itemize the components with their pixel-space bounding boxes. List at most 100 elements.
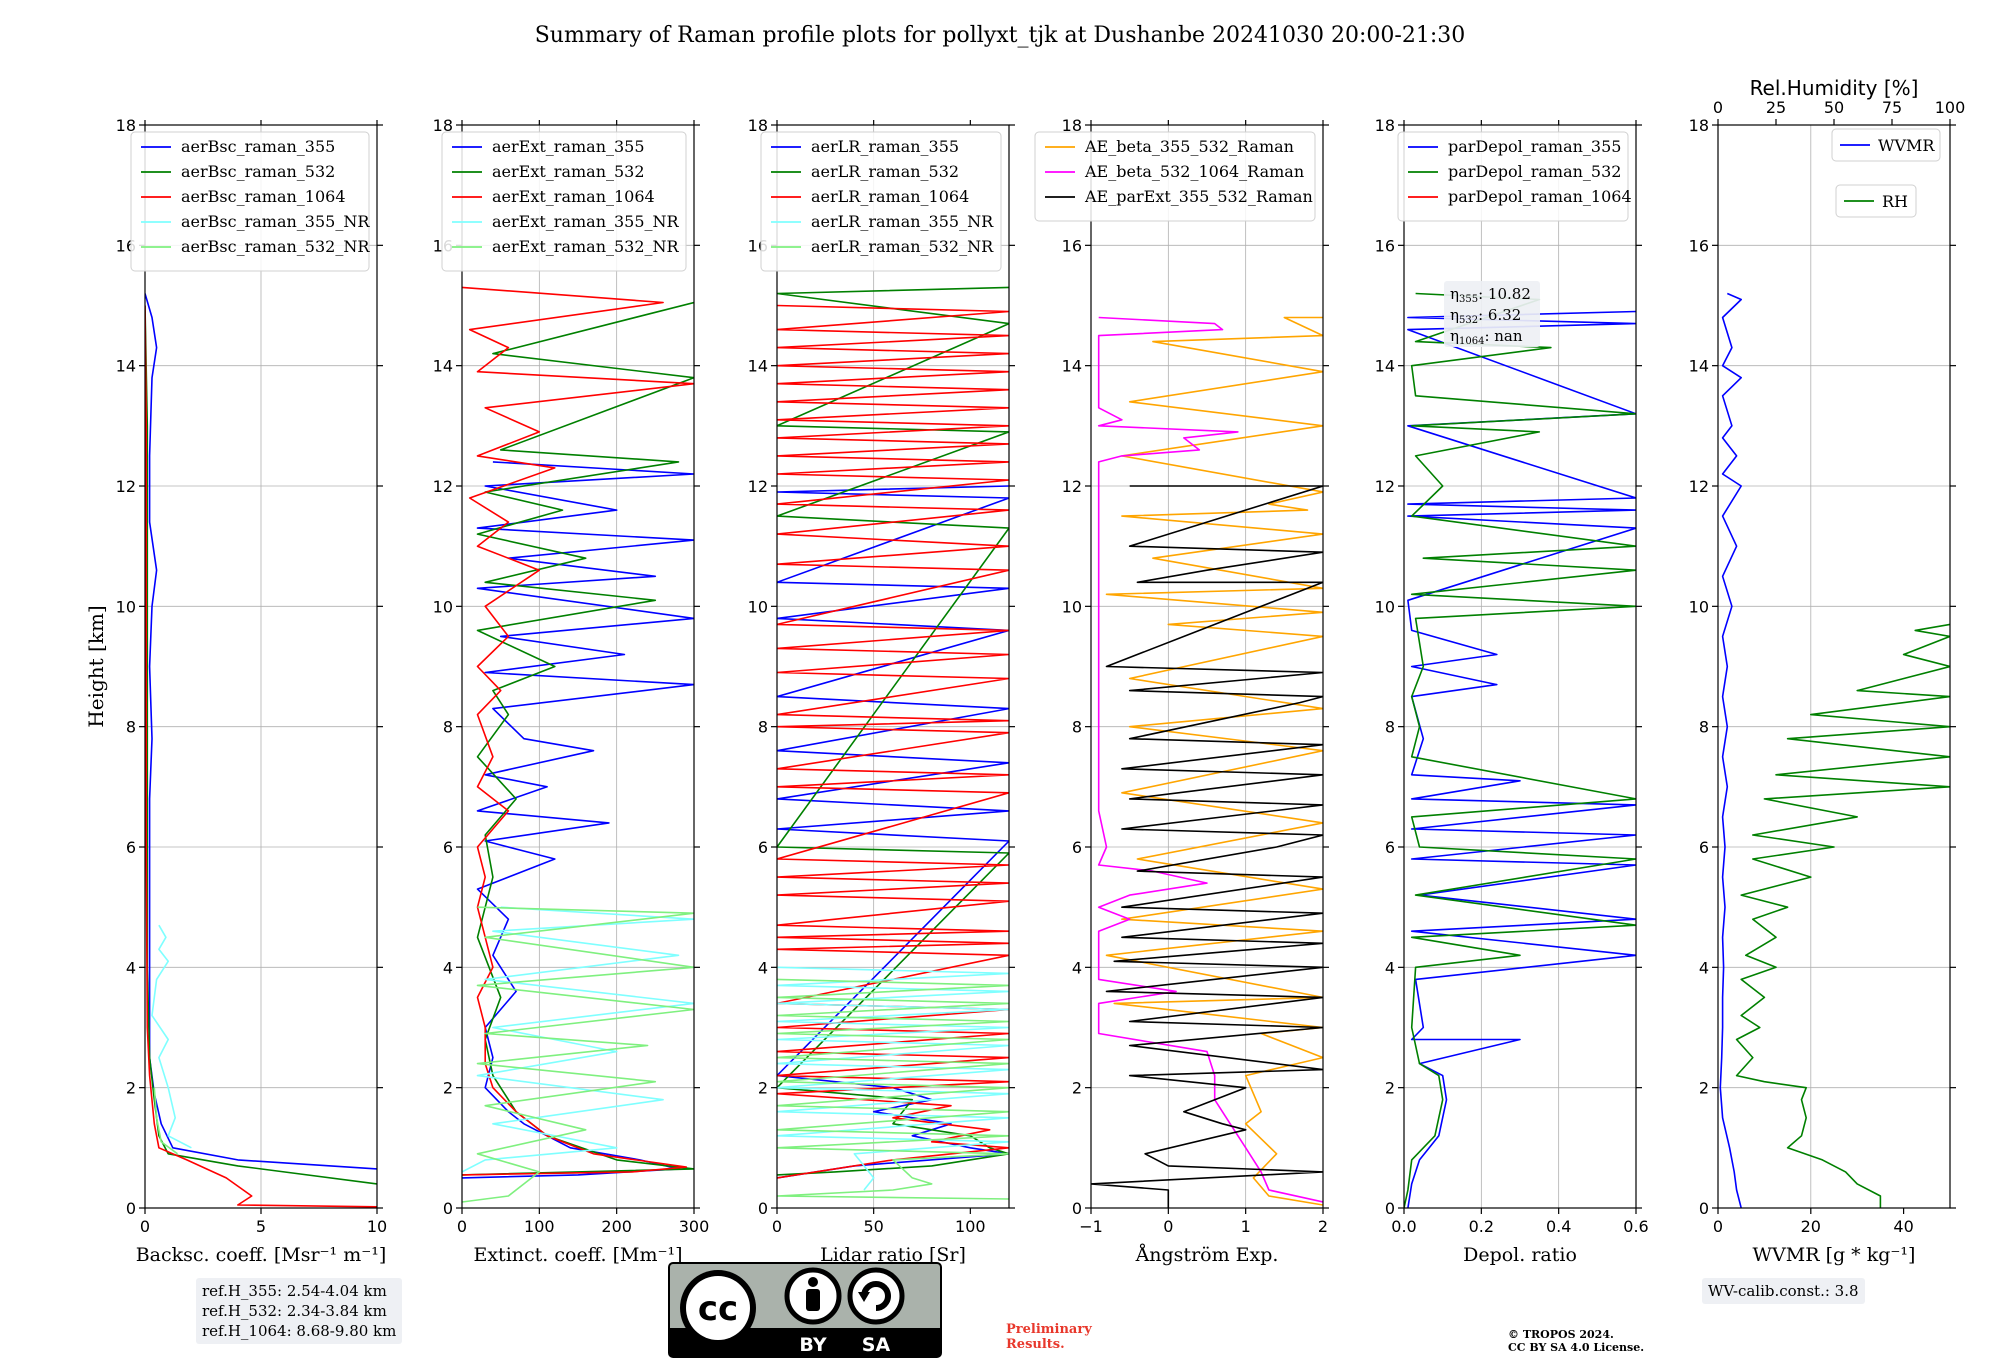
y-tick-label: 14 (116, 357, 136, 376)
cc-text: cc (698, 1289, 738, 1329)
legend-entry: aerExt_raman_355 (492, 137, 645, 156)
legend-entry: aerLR_raman_532_NR (811, 237, 994, 256)
y-tick-label: 2 (758, 1079, 768, 1098)
x-tick-label: 0 (457, 1217, 467, 1236)
y-tick-label: 10 (433, 597, 453, 616)
legend-entry: aerExt_raman_532 (492, 162, 645, 181)
legend-entry: aerBsc_raman_1064 (181, 187, 346, 206)
cc-icon (686, 1276, 750, 1340)
x2-tick-label: 25 (1766, 98, 1786, 117)
axes-frame (1403, 124, 1637, 1209)
legend-box (760, 131, 1002, 272)
legend-entry: aerBsc_raman_532_NR (181, 237, 370, 256)
y-tick-label: 16 (1689, 236, 1709, 255)
eta-355: η355: 10.82 (1450, 285, 1531, 305)
ref-height-1064: ref.H_1064: 8.68-9.80 km (202, 1322, 397, 1340)
y-tick-label: 12 (116, 477, 136, 496)
legend-box (1835, 184, 1917, 218)
legend-entry: AE_beta_355_532_Raman (1084, 137, 1294, 156)
series-line-aerLR_raman_355 (777, 485, 1009, 1179)
legend-WVMR: WVMR (1831, 128, 1941, 162)
axes-frame (461, 124, 695, 1209)
series-line-parDepol_raman_355 (1407, 310, 1636, 1208)
legend-entry: aerBsc_raman_355_NR (181, 212, 370, 231)
y-tick-label: 2 (1699, 1079, 1709, 1098)
legend-box (1034, 131, 1316, 222)
legend-entry: aerLR_raman_355_NR (811, 212, 994, 231)
series-line-aerExt_raman_355_NR (462, 906, 694, 1173)
series-line-aerBsc_raman_532_NR (153, 1087, 178, 1155)
y-tick-label: 6 (443, 838, 453, 857)
legend-entry: parDepol_raman_355 (1448, 137, 1621, 156)
x-tick-label: 2 (1318, 1217, 1328, 1236)
series-group (1719, 292, 1950, 1208)
axes-frame (776, 124, 1010, 1209)
y-tick-label: 10 (116, 597, 136, 616)
x-tick-label: 300 (679, 1217, 710, 1236)
series-line-aerBsc_raman_355_NR (151, 924, 192, 1149)
series-group (1091, 316, 1323, 1208)
wv-calib-box: WV-calib.const.: 3.8 (1702, 1278, 1865, 1304)
legend-entry: aerLR_raman_355 (811, 137, 959, 156)
x2-tick-label: 75 (1882, 98, 1902, 117)
x2-tick-label: 50 (1824, 98, 1844, 117)
series-line-WVMR (1719, 292, 1742, 1208)
legend-entry: aerBsc_raman_532 (181, 162, 335, 181)
y-tick-label: 18 (116, 116, 136, 135)
y-tick-label: 6 (1699, 838, 1709, 857)
legend-entry: AE_parExt_355_532_Raman (1084, 187, 1313, 206)
legend-entry: aerBsc_raman_355 (181, 137, 335, 156)
x-tick-label: 0 (1713, 1217, 1723, 1236)
series-line-aerExt_raman_532 (462, 301, 694, 1176)
x-tick-label: 100 (955, 1217, 986, 1236)
eta-1064: η1064: nan (1450, 327, 1523, 347)
y-tick-label: 4 (1699, 958, 1709, 977)
y-tick-label: 6 (758, 838, 768, 857)
cc-by-sa-license-badge: cc BY SA (668, 1262, 942, 1358)
legend-box (1831, 128, 1941, 162)
ref-height-532: ref.H_532: 2.34-3.84 km (202, 1302, 387, 1320)
legend-RH: RH (1835, 184, 1917, 218)
legend-entry: aerExt_raman_532_NR (492, 237, 680, 256)
legend-entry: WVMR (1878, 136, 1935, 155)
y-tick-label: 12 (1062, 477, 1082, 496)
series-line-aerExt_raman_532_NR (462, 906, 694, 1203)
series-line-parDepol_raman_532 (1404, 292, 1636, 1208)
y-tick-label: 10 (1062, 597, 1082, 616)
y-tick-label: 8 (443, 718, 453, 737)
series-line-aerBsc_raman_532 (145, 305, 377, 1185)
y-tick-label: 0 (1699, 1199, 1709, 1218)
y-tick-label: 0 (126, 1199, 136, 1218)
series-group (1404, 292, 1636, 1208)
x2-tick-label: 0 (1713, 98, 1723, 117)
axes-frame (1090, 124, 1324, 1209)
x-axis-label: Ångström Exp. (1135, 1244, 1279, 1266)
series-line-RH (1735, 623, 1950, 1208)
legend-box (130, 131, 370, 272)
y-tick-label: 16 (1375, 236, 1395, 255)
y-tick-label: 12 (1375, 477, 1395, 496)
annotation-box (1444, 281, 1540, 347)
x-tick-label: 50 (863, 1217, 883, 1236)
y-tick-label: 10 (748, 597, 768, 616)
series-line-AE_beta_355_532_Raman (1105, 316, 1323, 1206)
legend: parDepol_raman_355 parDepol_raman_532 parD… (1397, 131, 1632, 222)
y-tick-label: 4 (443, 958, 453, 977)
y-tick-label: 4 (1385, 958, 1395, 977)
legend-entry: aerExt_raman_355_NR (492, 212, 680, 231)
legend-entry: aerLR_raman_1064 (811, 187, 969, 206)
legend-box (1397, 131, 1629, 222)
y-tick-label: 18 (748, 116, 768, 135)
x-tick-label: 5 (256, 1217, 266, 1236)
y-tick-label: 14 (433, 357, 453, 376)
series-group (145, 293, 377, 1208)
y-tick-label: 4 (758, 958, 768, 977)
legend: AE_beta_355_532_Raman AE_beta_532_1064_Ra… (1034, 131, 1316, 222)
y-tick-label: 8 (1072, 718, 1082, 737)
legend: aerExt_raman_355 aerExt_raman_532 aerExt_r… (441, 131, 687, 272)
figure-title: Summary of Raman profile plots for polly… (535, 23, 1466, 48)
